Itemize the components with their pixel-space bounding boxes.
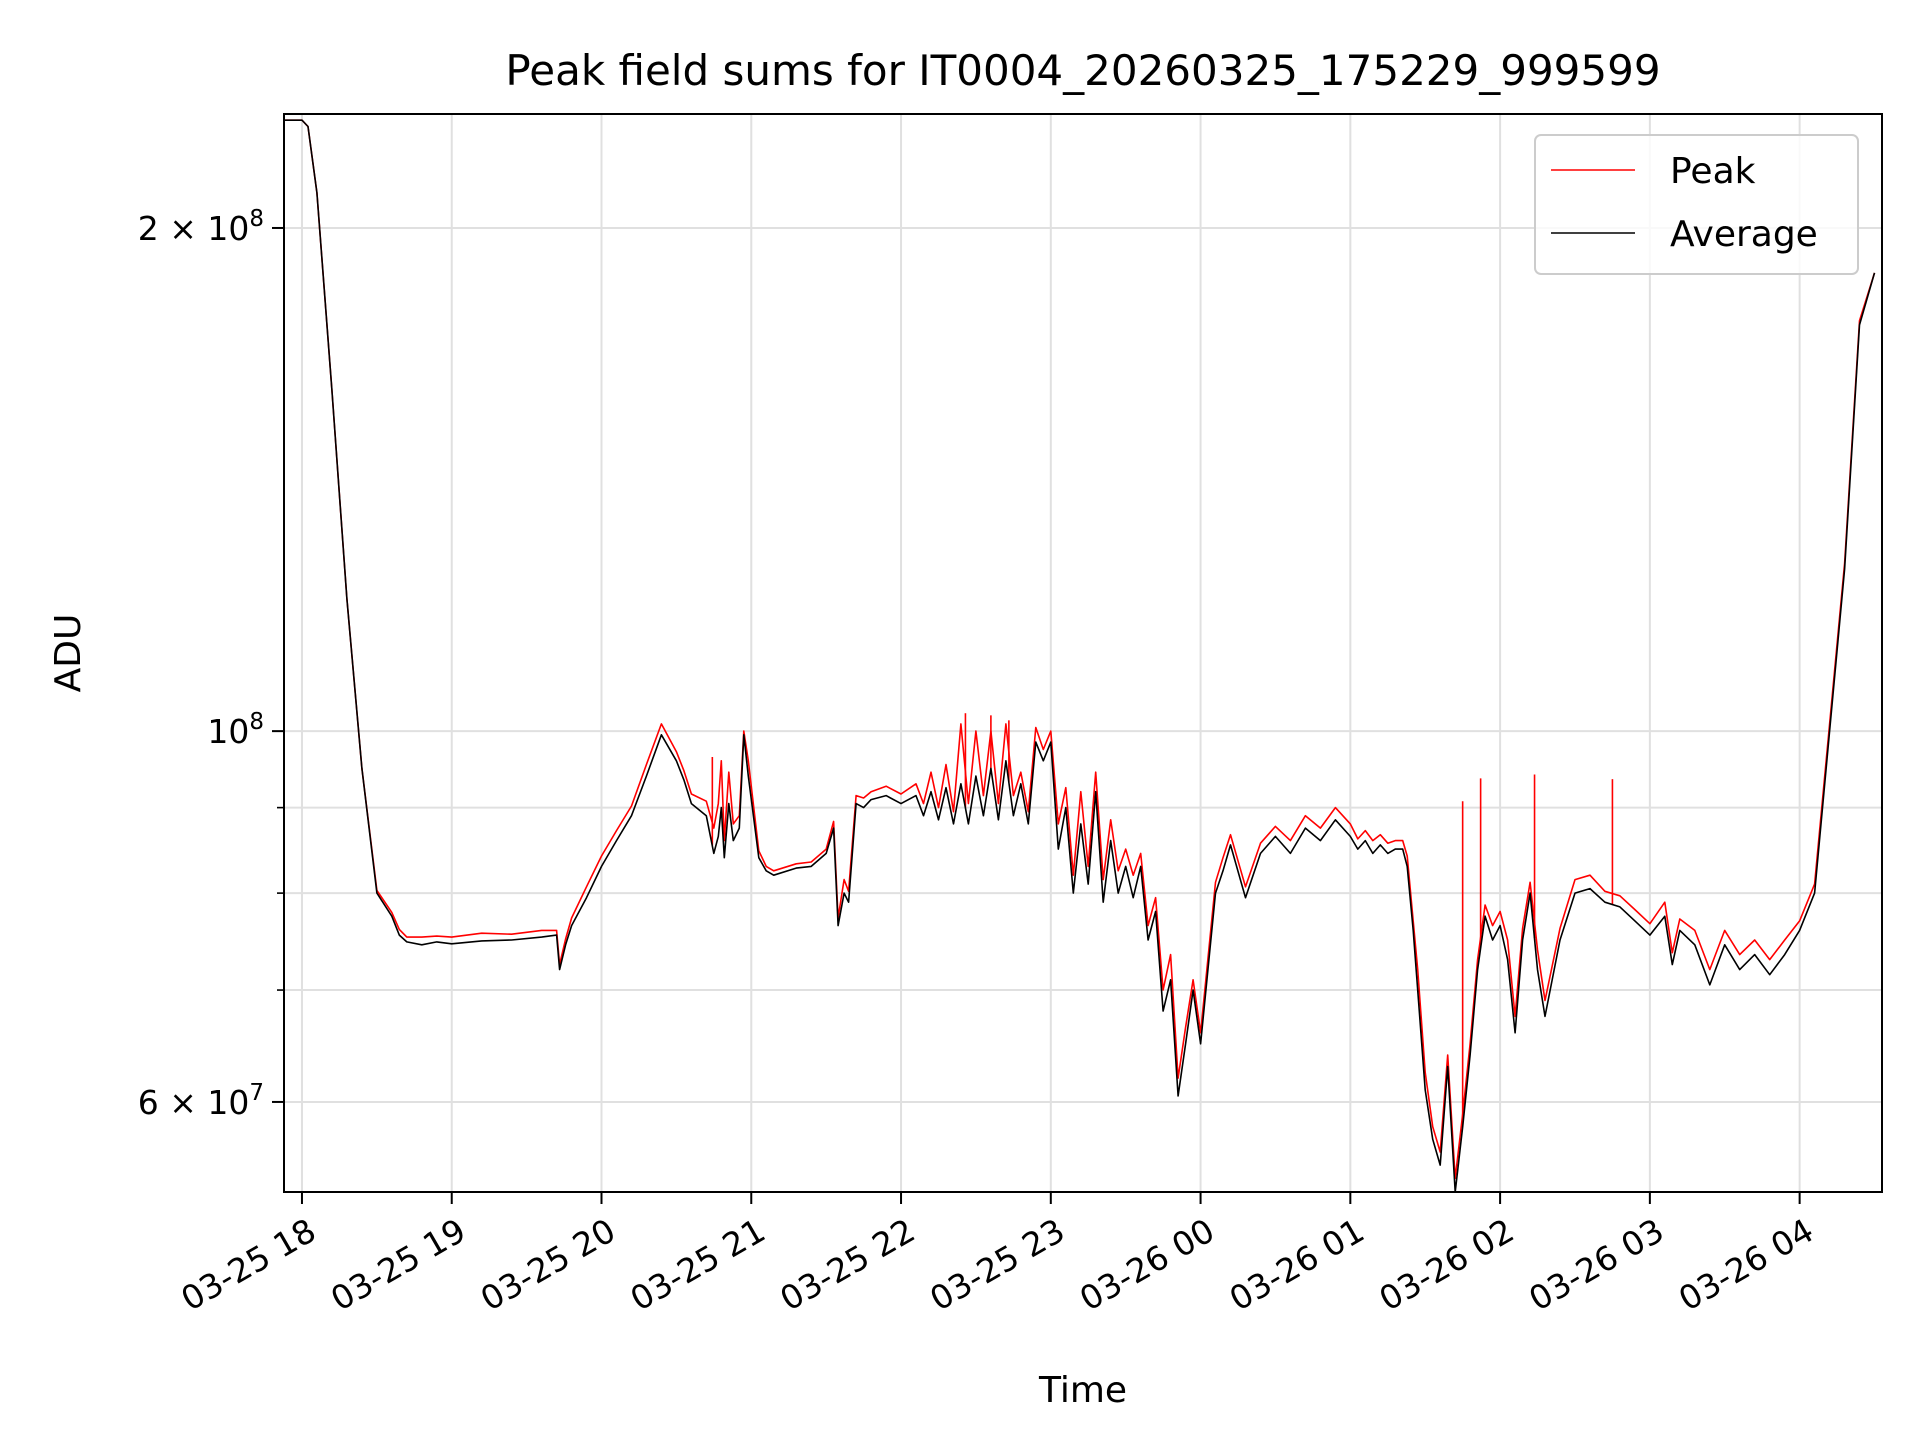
y-tick-label: 2 × 108 [138, 206, 264, 248]
legend-average-label: Average [1670, 214, 1818, 255]
y-axis: 6 × 107 108 2 × 108 [138, 206, 284, 1122]
legend: Peak Average [1534, 134, 1859, 275]
peak-spikes [711, 713, 1614, 1127]
x-axis-label: Time [1038, 1370, 1127, 1411]
average-series-line [284, 119, 1876, 1192]
chart-title: Peak field sums for IT0004_20260325_1752… [505, 46, 1660, 95]
peak-series-line [284, 119, 1876, 1180]
y-tick-label: 6 × 107 [138, 1080, 264, 1122]
plot-frame [283, 113, 1883, 1193]
legend-peak-label: Peak [1670, 151, 1756, 192]
y-tick-label: 108 [207, 709, 264, 751]
y-axis-label: ADU [48, 614, 89, 693]
